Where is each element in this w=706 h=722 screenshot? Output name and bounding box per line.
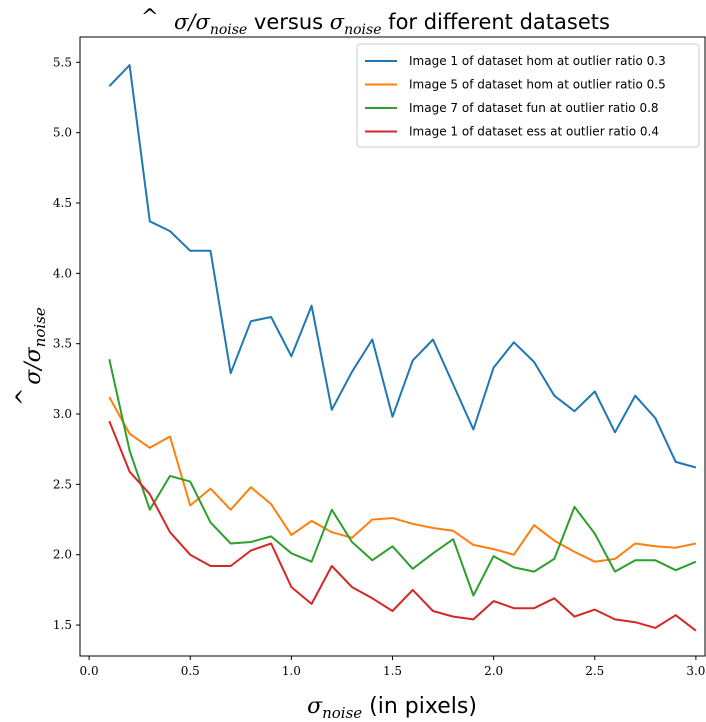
y-tick-label: 5.5 (53, 55, 72, 69)
y-tick-label: 1.5 (53, 618, 72, 632)
y-tick-label: 4.5 (53, 196, 72, 210)
x-tick-label: 2.5 (585, 664, 604, 678)
title-versus: versus (247, 10, 330, 34)
x-tick-label: 0.0 (80, 664, 99, 678)
chart-title: σ/σnoise versus σnoise for different dat… (174, 10, 610, 38)
title-sigma-hat: σ (174, 10, 189, 34)
title-hat-mark: ^ (141, 5, 159, 29)
series-line-1 (108, 64, 697, 469)
title-sigma: σ (195, 10, 210, 34)
y-tick-label: 2.5 (53, 477, 72, 491)
legend: Image 1 of dataset hom at outlier ratio … (356, 43, 700, 148)
legend-label: Image 7 of dataset fun at outlier ratio … (409, 101, 659, 115)
legend-label: Image 1 of dataset ess at outlier ratio … (409, 125, 659, 139)
xlabel-sub: noise (322, 704, 362, 722)
series-line-3 (108, 358, 697, 597)
x-tick-label: 0.5 (181, 664, 200, 678)
y-tick-label: 2.0 (53, 548, 72, 562)
series-lines (108, 64, 697, 632)
xlabel-rest: (in pixels) (362, 694, 477, 719)
y-axis-label: σ/σnoise (21, 307, 49, 385)
ylabel-sub: noise (31, 307, 49, 347)
x-axis-label: σnoise (in pixels) (307, 694, 477, 722)
ylabel-slash: / (21, 360, 46, 372)
ylabel-sigma-hat: σ (21, 369, 46, 385)
x-axis: 0.0 0.5 1.0 1.5 2.0 2.5 3.0 (80, 656, 705, 678)
y-axis-label-group: σ/σnoise ^ (13, 307, 49, 406)
title-slash: / (186, 10, 197, 34)
title-sub: noise (210, 22, 247, 38)
title-rest: for different datasets (382, 10, 610, 34)
ylabel-sigma: σ (21, 346, 46, 362)
ylabel-hat-mark: ^ (13, 388, 38, 406)
x-tick-label: 1.0 (282, 664, 301, 678)
title-sigma2: σ (330, 10, 345, 34)
y-tick-label: 5.0 (53, 126, 72, 140)
x-tick-label: 2.0 (484, 664, 503, 678)
series-line-2 (108, 396, 697, 563)
x-tick-label: 1.5 (383, 664, 402, 678)
legend-box (356, 43, 700, 148)
series-line-4 (108, 420, 697, 632)
legend-label: Image 5 of dataset hom at outlier ratio … (409, 78, 666, 92)
xlabel-sigma: σ (307, 694, 323, 719)
y-tick-label: 3.5 (53, 337, 72, 351)
y-axis: 1.5 2.0 2.5 3.0 3.5 4.0 4.5 5.0 5.5 (53, 55, 80, 632)
y-tick-label: 3.0 (53, 407, 72, 421)
title-sub2: noise (344, 22, 381, 38)
legend-label: Image 1 of dataset hom at outlier ratio … (409, 54, 666, 68)
x-tick-label: 3.0 (686, 664, 705, 678)
y-tick-label: 4.0 (53, 266, 72, 280)
